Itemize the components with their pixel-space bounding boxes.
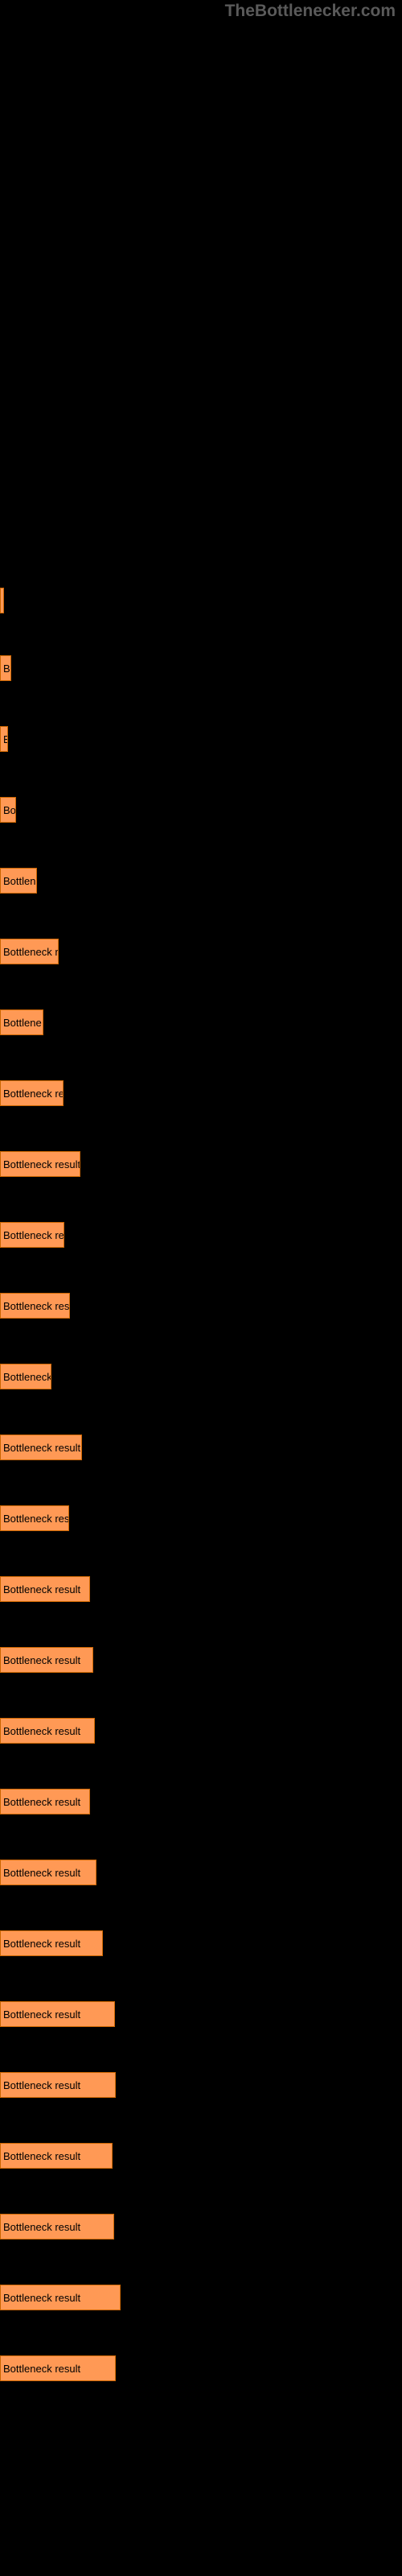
bar[interactable]: Bottleneck result [0,1930,103,1956]
bar[interactable]: Bottleneck result [0,1576,90,1602]
bar-label: Bottleneck result [3,1938,80,1950]
bar-row: Bottlene [0,1009,394,1035]
bar[interactable]: Bottlene [0,1009,43,1035]
bar-label: Bottleneck result [3,1725,80,1737]
bar-label: Bottleneck re [3,1229,64,1241]
bar-row [0,588,394,613]
bar[interactable]: Bottleneck result [0,1435,82,1460]
bar[interactable]: Bottleneck [0,1364,51,1389]
bar[interactable]: Bottleneck result [0,2214,114,2240]
bar-label: Bottleneck result [3,2292,80,2304]
bar-label: Bottleneck result [3,1583,80,1596]
bar[interactable]: Bottleneck result [0,1151,80,1177]
bar[interactable]: Bottleneck result [0,1718,95,1744]
bar-label: Bottleneck result [3,1158,80,1170]
bar-row: Bottleneck result [0,2355,394,2381]
bar-label: Bottleneck [3,1371,51,1383]
bar[interactable]: Bottleneck result [0,2072,116,2098]
bar-label: Bottleneck result [3,2008,80,2021]
bar[interactable]: B [0,726,8,752]
bar[interactable]: Bottleneck result [0,1860,96,1885]
bar-label: Bottleneck result [3,1867,80,1879]
bar[interactable]: Bottleneck result [0,1647,93,1673]
bar-row: B [0,655,394,681]
bar-row: Bottleneck result [0,1151,394,1177]
bar[interactable]: Bottleneck re [0,1222,64,1248]
bar-label: Bottleneck result [3,1442,80,1454]
bar-row: Bottleneck re [0,1080,394,1106]
bar[interactable]: Bottleneck res [0,1293,70,1319]
bar-label: Bottleneck result [3,2079,80,2091]
bar-row: Bottleneck result [0,1930,394,1956]
bar-label: Bottleneck result [3,1796,80,1808]
bar[interactable]: Bottleneck result [0,2143,113,2169]
bar-row: Bottleneck result [0,1860,394,1885]
bar-label: Bottleneck res [3,1513,69,1525]
bar-label: Bottleneck r [3,946,59,958]
bar-label: Bottleneck result [3,2150,80,2162]
bar[interactable]: Bottleneck result [0,2355,116,2381]
bar-label: Bottleneck res [3,1300,69,1312]
bar-row: Bottleneck res [0,1505,394,1531]
bar-row: Bottleneck result [0,2143,394,2169]
bar[interactable]: Bottleneck re [0,1080,64,1106]
bar[interactable]: B [0,655,11,681]
bar-row: Bottleneck result [0,2285,394,2310]
bar-row: Bottleneck r [0,939,394,964]
bar[interactable]: Bottleneck r [0,939,59,964]
bar[interactable] [0,588,4,613]
bar-row: B [0,726,394,752]
bar-label: Bottleneck result [3,2363,80,2375]
watermark-text: TheBottlenecker.com [225,2,396,21]
bar-label: Bottlene [3,1017,42,1029]
bar-row: Bo [0,797,394,823]
bar-row: Bottleneck result [0,1789,394,1814]
bar-row: Bottleneck result [0,1435,394,1460]
bar[interactable]: Bottleneck result [0,2001,115,2027]
bar[interactable]: Bottleneck res [0,1505,69,1531]
bar[interactable]: Bo [0,797,16,823]
bar-row: Bottleneck res [0,1293,394,1319]
bar-label: B [3,733,8,745]
bar-row: Bottleneck result [0,2072,394,2098]
bar-chart: B B Bo Bottlen Bottleneck r Bottlene Bottlenec… [0,0,402,2458]
bar-label: Bottlen [3,875,35,887]
bar[interactable]: Bottleneck result [0,2285,121,2310]
bar-row: Bottleneck result [0,2001,394,2027]
bar-row: Bottleneck re [0,1222,394,1248]
bar-label: B [3,663,10,675]
bar-row: Bottlen [0,868,394,894]
bar-row: Bottleneck result [0,2214,394,2240]
bar[interactable]: Bottlen [0,868,37,894]
bar-label: Bottleneck result [3,2221,80,2233]
bar-row: Bottleneck result [0,1718,394,1744]
bar[interactable]: Bottleneck result [0,1789,90,1814]
bar-row: Bottleneck result [0,1647,394,1673]
bar-row: Bottleneck [0,1364,394,1389]
bar-label: Bottleneck re [3,1088,64,1100]
bar-label: Bo [3,804,16,816]
bar-label: Bottleneck result [3,1654,80,1666]
bar-row: Bottleneck result [0,1576,394,1602]
